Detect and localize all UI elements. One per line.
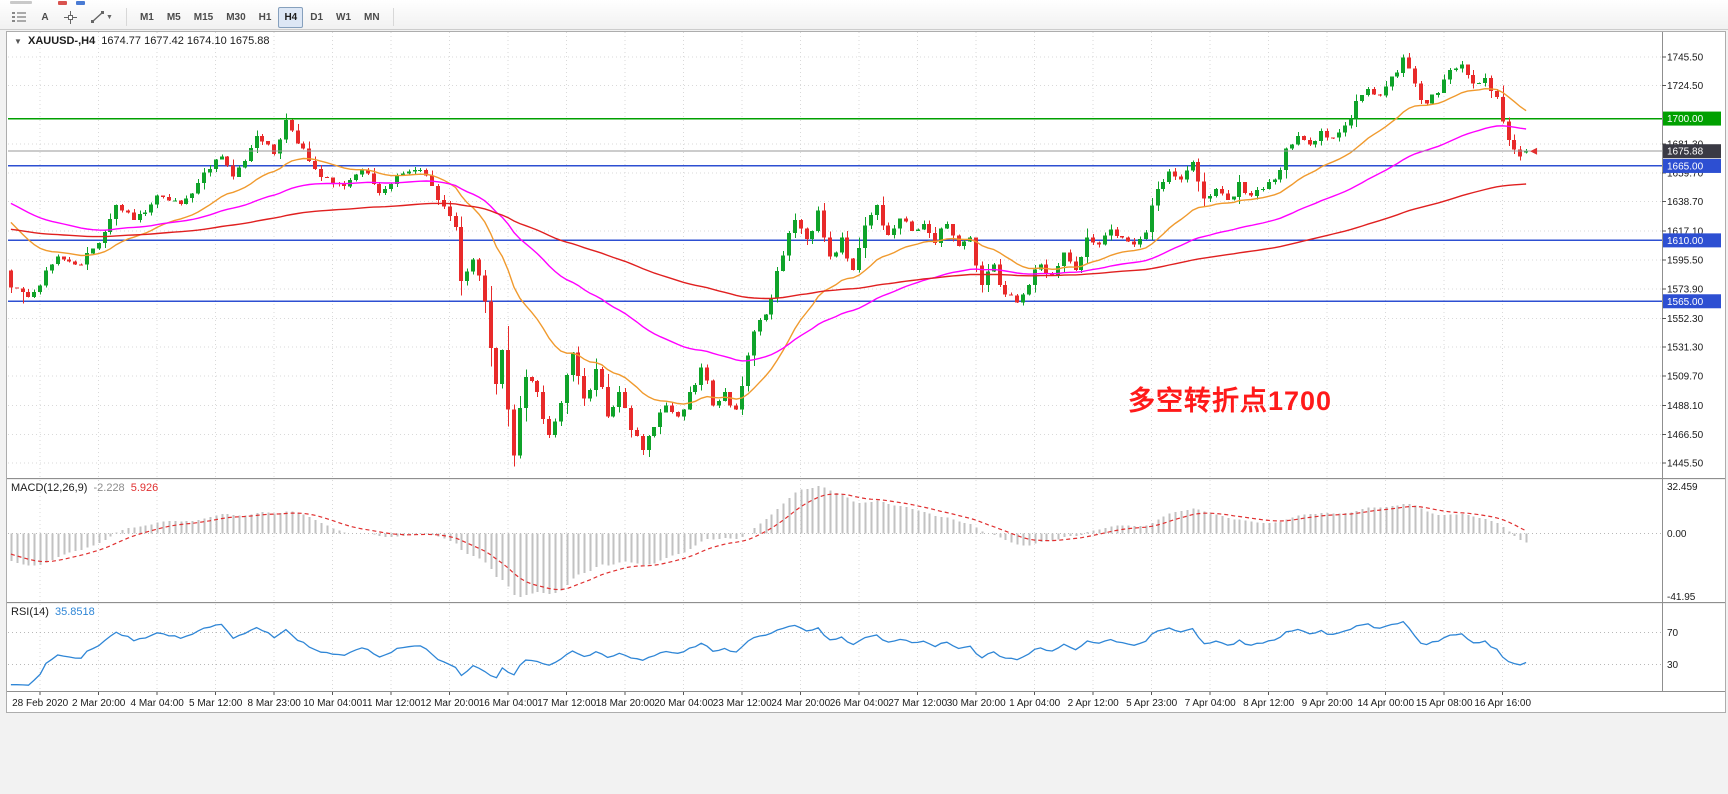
trendline-icon [91, 11, 104, 23]
svg-text:1659.70: 1659.70 [1667, 169, 1704, 180]
time-axis[interactable]: 28 Feb 2020 2 Mar 20:00 4 Mar 04:00 5 Mar 1… [12, 692, 1531, 709]
timeframe-button-W1[interactable]: W1 [330, 7, 357, 28]
chart-list-icon [12, 12, 26, 22]
toolbar-fragment-red [58, 1, 67, 5]
svg-text:28 Feb 2020: 28 Feb 2020 [12, 698, 69, 709]
svg-text:1610.00: 1610.00 [1667, 236, 1704, 247]
crosshair-icon [64, 10, 77, 24]
svg-text:1665.00: 1665.00 [1667, 161, 1704, 172]
svg-text:2 Apr 12:00: 2 Apr 12:00 [1068, 698, 1120, 709]
svg-text:0.00: 0.00 [1667, 529, 1687, 540]
timeframe-button-M15[interactable]: M15 [188, 7, 219, 28]
svg-text:8 Mar 23:00: 8 Mar 23:00 [247, 698, 301, 709]
svg-text:24 Mar 20:00: 24 Mar 20:00 [771, 698, 830, 709]
svg-text:1565.00: 1565.00 [1667, 297, 1704, 308]
timeframe-button-M30[interactable]: M30 [220, 7, 251, 28]
collapse-chart-icon[interactable]: ▼ [14, 37, 22, 46]
draw-tools-button[interactable]: ▼ [85, 7, 119, 28]
rsi-pane-layer [8, 620, 1662, 686]
text-tool-button[interactable]: A [34, 7, 56, 28]
svg-text:1638.70: 1638.70 [1667, 197, 1704, 208]
svg-text:1675.88: 1675.88 [1667, 147, 1704, 158]
svg-text:5 Apr 23:00: 5 Apr 23:00 [1126, 698, 1178, 709]
svg-text:9 Apr 20:00: 9 Apr 20:00 [1302, 698, 1354, 709]
toolbar-separator [125, 8, 127, 26]
bid-line-layer [8, 147, 1662, 155]
chart-canvas[interactable]: 1745.501724.501681.301659.701638.701617.… [7, 32, 1725, 712]
svg-text:30 Mar 20:00: 30 Mar 20:00 [947, 698, 1006, 709]
svg-text:1445.50: 1445.50 [1667, 458, 1704, 469]
pane-splitters[interactable] [7, 32, 1725, 692]
svg-text:1724.50: 1724.50 [1667, 81, 1704, 92]
svg-text:10 Mar 04:00: 10 Mar 04:00 [303, 698, 362, 709]
chart-window: 1745.501724.501681.301659.701638.701617.… [6, 31, 1726, 713]
svg-text:1466.50: 1466.50 [1667, 430, 1704, 441]
crosshair-button[interactable] [58, 7, 83, 28]
timeframe-button-D1[interactable]: D1 [304, 7, 329, 28]
svg-text:5 Mar 12:00: 5 Mar 12:00 [189, 698, 243, 709]
svg-text:1700.00: 1700.00 [1667, 114, 1704, 125]
text-tool-label: A [41, 11, 49, 23]
toolbar-separator-2 [392, 8, 394, 26]
svg-text:16 Apr 16:00: 16 Apr 16:00 [1474, 698, 1531, 709]
timeframe-button-H4[interactable]: H4 [278, 6, 304, 28]
svg-text:27 Mar 12:00: 27 Mar 12:00 [888, 698, 947, 709]
macd-pane-layer [8, 486, 1662, 597]
svg-text:7 Apr 04:00: 7 Apr 04:00 [1185, 698, 1237, 709]
svg-text:32.459: 32.459 [1667, 482, 1698, 493]
svg-text:-41.95: -41.95 [1667, 592, 1696, 603]
moving-averages-layer [10, 87, 1527, 405]
svg-text:1573.90: 1573.90 [1667, 285, 1704, 296]
svg-text:1531.30: 1531.30 [1667, 342, 1704, 353]
svg-text:1509.70: 1509.70 [1667, 372, 1704, 383]
toolbar-fragment-blue [76, 1, 85, 5]
svg-text:30: 30 [1667, 660, 1679, 671]
svg-text:1488.10: 1488.10 [1667, 401, 1704, 412]
timeframe-button-H1[interactable]: H1 [253, 7, 278, 28]
grid-layer [8, 32, 1662, 691]
dropdown-caret-icon: ▼ [106, 13, 113, 21]
timeframe-button-M5[interactable]: M5 [161, 7, 187, 28]
svg-text:23 Mar 12:00: 23 Mar 12:00 [713, 698, 772, 709]
toolbar-fragment-gray [10, 1, 32, 4]
window-bottom-area [0, 714, 1728, 794]
svg-text:12 Mar 20:00: 12 Mar 20:00 [420, 698, 479, 709]
svg-text:16 Mar 04:00: 16 Mar 04:00 [479, 698, 538, 709]
svg-text:1 Apr 04:00: 1 Apr 04:00 [1009, 698, 1061, 709]
svg-text:1595.50: 1595.50 [1667, 255, 1704, 266]
svg-text:2 Mar 20:00: 2 Mar 20:00 [72, 698, 126, 709]
svg-text:1552.30: 1552.30 [1667, 314, 1704, 325]
timeframe-button-M1[interactable]: M1 [134, 7, 160, 28]
price-pointer-icon [1530, 147, 1538, 155]
svg-text:20 Mar 04:00: 20 Mar 04:00 [654, 698, 713, 709]
chart-list-button[interactable] [6, 7, 32, 28]
svg-text:26 Mar 04:00: 26 Mar 04:00 [830, 698, 889, 709]
svg-text:8 Apr 12:00: 8 Apr 12:00 [1243, 698, 1295, 709]
svg-text:14 Apr 00:00: 14 Apr 00:00 [1357, 698, 1414, 709]
svg-text:18 Mar 20:00: 18 Mar 20:00 [596, 698, 655, 709]
svg-text:4 Mar 04:00: 4 Mar 04:00 [130, 698, 184, 709]
toolbar: A ▼ M1 M5 M15 M30 H1 H4 D1 W1 MN [0, 0, 1728, 30]
svg-text:11 Mar 12:00: 11 Mar 12:00 [362, 698, 421, 709]
svg-text:1617.10: 1617.10 [1667, 226, 1704, 237]
svg-text:17 Mar 12:00: 17 Mar 12:00 [537, 698, 596, 709]
timeframe-button-MN[interactable]: MN [358, 7, 386, 28]
svg-text:15 Apr 08:00: 15 Apr 08:00 [1416, 698, 1473, 709]
candles-layer [9, 52, 1528, 467]
svg-text:70: 70 [1667, 628, 1679, 639]
svg-text:1745.50: 1745.50 [1667, 53, 1704, 64]
price-axis[interactable]: 1745.501724.501681.301659.701638.701617.… [1662, 53, 1721, 672]
timeframe-group: M1 M5 M15 M30 H1 H4 D1 W1 MN [134, 6, 386, 28]
